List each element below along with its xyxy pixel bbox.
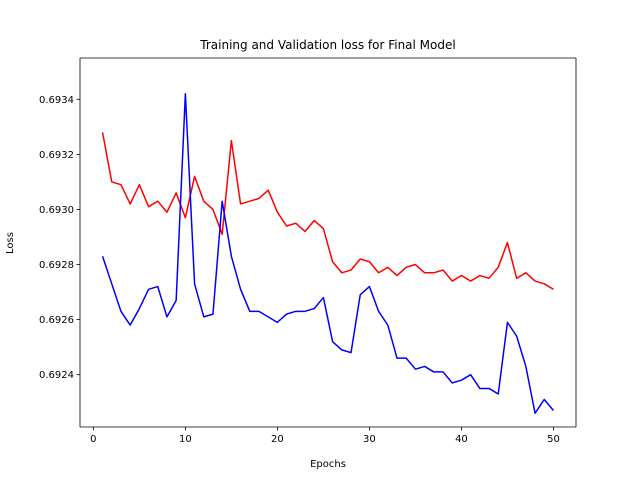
y-tick-label: 0.6926 (39, 315, 74, 326)
x-tick-label: 20 (271, 434, 284, 445)
x-ticks: 0 10 20 30 40 50 (90, 427, 560, 445)
axes-layer (79, 57, 577, 428)
series-line-1 (101, 93, 555, 414)
y-tick-label: 0.6924 (39, 370, 74, 381)
y-tick-label: 0.6930 (39, 205, 74, 216)
x-tick-label: 50 (547, 434, 560, 445)
x-tick-label: 10 (179, 434, 192, 445)
x-tick-label: 40 (455, 434, 468, 445)
y-tick-label: 0.6934 (39, 95, 74, 106)
x-tick-label: 0 (90, 434, 96, 445)
series-line-0 (101, 132, 554, 290)
x-axis-title: Epochs (310, 459, 346, 470)
chart-title: Training and Validation loss for Final M… (199, 38, 455, 52)
y-tick-label: 0.6932 (39, 150, 74, 161)
x-tick-label: 30 (363, 434, 376, 445)
y-ticks: 0.6924 0.6926 0.6928 0.6930 0.6932 0.6934 (39, 95, 80, 381)
series-layer (101, 93, 555, 414)
y-axis-title: Loss (5, 232, 16, 254)
y-tick-label: 0.6928 (39, 260, 74, 271)
